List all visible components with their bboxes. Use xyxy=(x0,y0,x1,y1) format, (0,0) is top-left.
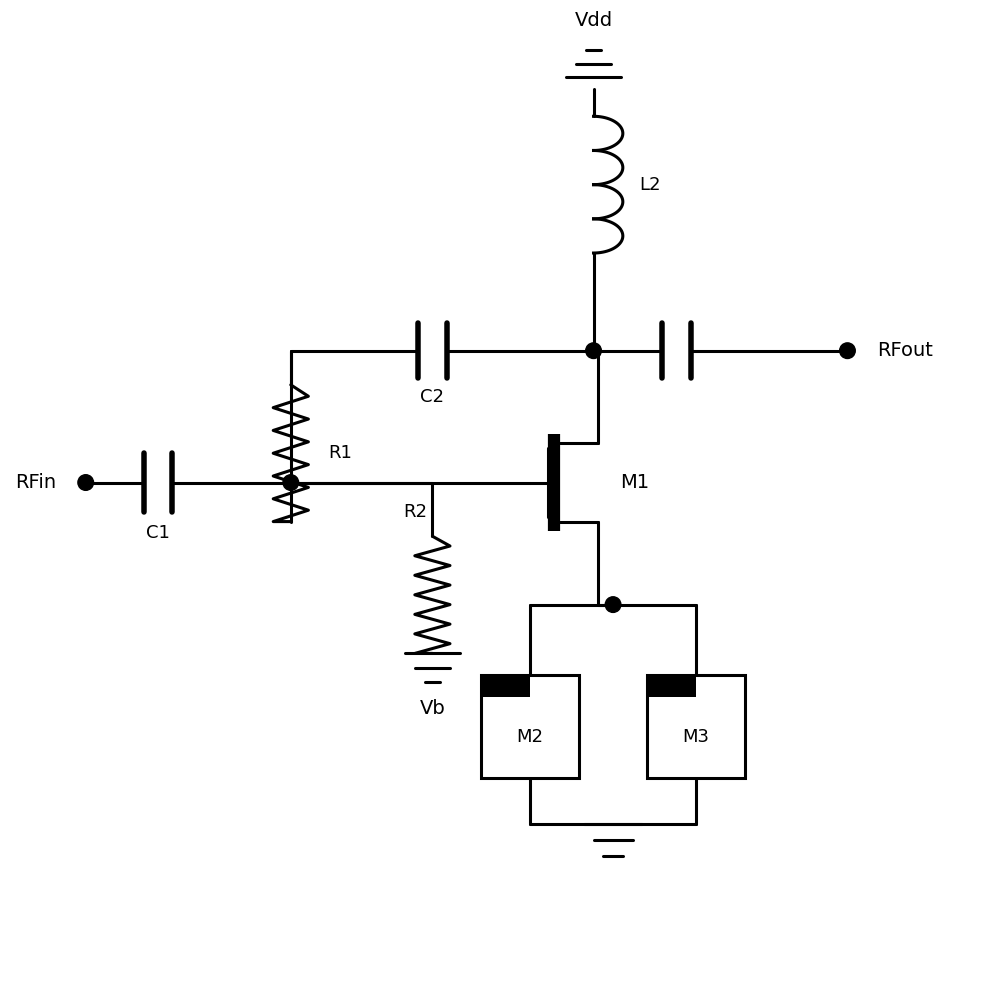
Circle shape xyxy=(586,343,602,358)
Bar xyxy=(647,675,696,697)
Text: C1: C1 xyxy=(146,524,170,542)
Bar xyxy=(481,675,579,778)
Text: R2: R2 xyxy=(403,503,427,521)
Circle shape xyxy=(283,475,299,490)
Text: R1: R1 xyxy=(328,444,352,462)
Text: L2: L2 xyxy=(639,176,661,194)
Circle shape xyxy=(840,343,856,358)
Text: M3: M3 xyxy=(682,728,709,746)
Text: M2: M2 xyxy=(517,728,544,746)
Text: Vdd: Vdd xyxy=(575,11,613,30)
Text: M1: M1 xyxy=(620,473,649,492)
Text: C2: C2 xyxy=(420,388,444,406)
Text: RFin: RFin xyxy=(15,473,57,492)
Text: Vb: Vb xyxy=(419,699,445,718)
Text: RFout: RFout xyxy=(876,341,932,360)
Circle shape xyxy=(606,597,621,612)
Bar xyxy=(481,675,530,697)
Circle shape xyxy=(78,475,94,490)
Bar xyxy=(647,675,745,778)
